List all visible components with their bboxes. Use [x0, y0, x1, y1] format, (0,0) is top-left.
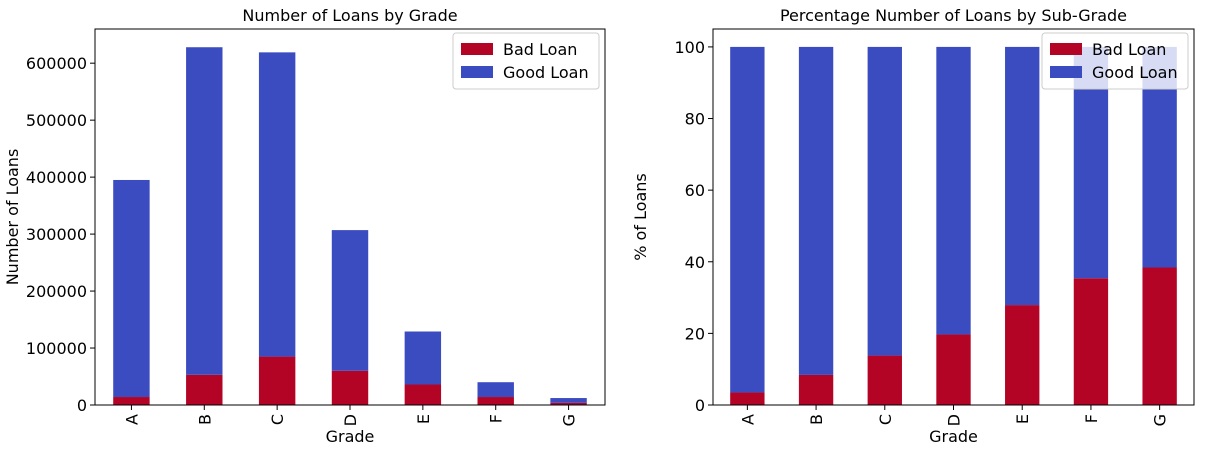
- bar-bad-loan-e: [404, 384, 442, 405]
- bar-bad-loan-a: [113, 397, 150, 405]
- y-tick-label: 200000: [26, 282, 87, 301]
- bar-good-loan-c: [258, 52, 296, 357]
- x-tick-label: B: [195, 414, 214, 425]
- legend-label-bad-loan: Bad Loan: [503, 40, 577, 59]
- y-tick-label: 20: [685, 324, 705, 343]
- bar-good-loan-e: [1005, 46, 1040, 306]
- y-tick-label: 500000: [26, 111, 87, 130]
- chart-title: Percentage Number of Loans by Sub-Grade: [780, 6, 1127, 25]
- bar-good-loan-a: [113, 179, 150, 398]
- bar-bad-loan-d: [936, 334, 971, 405]
- y-tick-label: 60: [685, 181, 705, 200]
- bar-bad-loan-a: [730, 392, 765, 405]
- y-tick-label: 40: [685, 253, 705, 272]
- y-tick-label: 600000: [26, 54, 87, 73]
- bar-bad-loan-g: [1142, 267, 1177, 405]
- x-tick-label: F: [487, 414, 506, 423]
- chart-loans-by-grade: Number of Loans by Grade 0 100000 200000 300…: [3, 6, 606, 446]
- y-axis-label: % of Loans: [631, 173, 650, 261]
- bar-bad-loan-b: [186, 374, 223, 405]
- legend-swatch-bad-loan: [461, 43, 493, 55]
- x-tick-label: E: [1013, 414, 1032, 424]
- bar-bad-loan-f: [477, 397, 514, 405]
- x-tick-label: F: [1082, 414, 1101, 423]
- bar-bad-loan-c: [258, 356, 296, 405]
- x-axis-label: Grade: [326, 427, 375, 446]
- x-tick-label: E: [414, 414, 433, 424]
- y-axis-label: Number of Loans: [3, 149, 22, 286]
- y-tick-label: 80: [685, 110, 705, 129]
- bar-good-loan-f: [477, 382, 514, 398]
- legend-label-good-loan: Good Loan: [503, 63, 589, 82]
- bar-good-loan-b: [186, 47, 223, 375]
- legend-label-bad-loan: Bad Loan: [1092, 40, 1166, 59]
- bar-bad-loan-f: [1073, 278, 1109, 405]
- x-tick-label: D: [341, 414, 360, 426]
- bar-bad-loan-g: [550, 402, 587, 405]
- y-tick-label: 100: [674, 38, 705, 57]
- y-tick-label: 300000: [26, 225, 87, 244]
- x-tick-label: B: [807, 414, 826, 425]
- legend-swatch-good-loan: [461, 66, 493, 78]
- y-tick-label: 0: [77, 396, 87, 415]
- chart-percent-loans-by-subgrade: Percentage Number of Loans by Sub-Grade 0…: [631, 6, 1195, 446]
- y-tick-label: 100000: [26, 339, 87, 358]
- bar-good-loan-c: [867, 46, 902, 356]
- bar-good-loan-a: [730, 46, 765, 393]
- x-tick-label: A: [122, 414, 141, 425]
- bar-bad-loan-b: [798, 374, 834, 405]
- y-tick-label: 0: [695, 396, 705, 415]
- x-tick-label: D: [945, 414, 964, 426]
- chart-title: Number of Loans by Grade: [242, 6, 457, 25]
- bar-bad-loan-c: [867, 355, 902, 405]
- bar-good-loan-d: [936, 46, 971, 335]
- x-tick-label: G: [1151, 414, 1170, 426]
- bar-good-loan-b: [798, 46, 834, 375]
- bar-bad-loan-e: [1005, 305, 1040, 405]
- y-tick-label: 400000: [26, 168, 87, 187]
- x-tick-label: C: [876, 414, 895, 425]
- x-tick-label: A: [738, 414, 757, 425]
- legend-label-good-loan: Good Loan: [1092, 63, 1178, 82]
- x-tick-label: G: [560, 414, 579, 426]
- bar-good-loan-d: [331, 230, 369, 371]
- bar-bad-loan-d: [331, 370, 369, 405]
- legend-swatch-bad-loan: [1050, 43, 1082, 55]
- x-tick-label: C: [268, 414, 287, 425]
- x-axis-label: Grade: [929, 427, 978, 446]
- bar-good-loan-e: [404, 331, 442, 385]
- bar-good-loan-g: [550, 398, 587, 403]
- legend-swatch-good-loan: [1050, 66, 1082, 78]
